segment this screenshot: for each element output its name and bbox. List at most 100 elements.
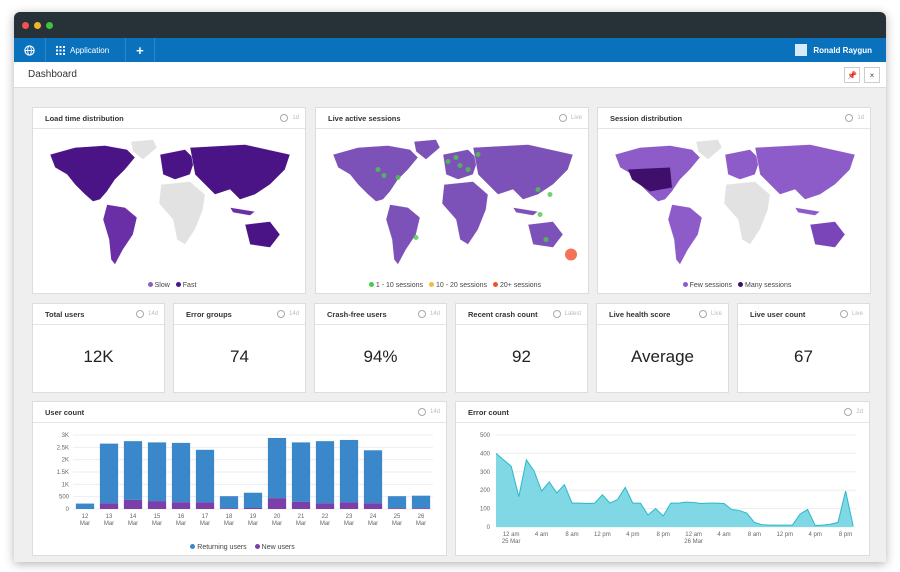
bar-new-users[interactable] bbox=[291, 501, 311, 509]
app-window: Application + Ronald Raygun Dashboard 📌 … bbox=[14, 12, 886, 562]
region-indonesia[interactable] bbox=[229, 207, 256, 216]
bar-new-users[interactable] bbox=[99, 503, 119, 509]
bar-new-users[interactable] bbox=[171, 502, 191, 509]
bar-returning-users[interactable] bbox=[363, 450, 383, 504]
bar-returning-users[interactable] bbox=[291, 442, 311, 502]
x-tick-label: Mar bbox=[80, 521, 90, 527]
time-range-badge: 2d bbox=[844, 408, 863, 416]
x-tick-label: 12 am bbox=[685, 532, 702, 538]
region-asia[interactable] bbox=[754, 144, 856, 200]
time-range-badge: 1d bbox=[845, 114, 864, 122]
region-africa[interactable] bbox=[723, 181, 771, 245]
region-europe[interactable] bbox=[159, 149, 196, 180]
region-south-america[interactable] bbox=[102, 204, 138, 265]
region-greenland[interactable] bbox=[130, 139, 158, 160]
bar-new-users[interactable] bbox=[267, 498, 287, 509]
bar-returning-users[interactable] bbox=[315, 441, 335, 504]
user-name: Ronald Raygun bbox=[813, 45, 872, 55]
bar-returning-users[interactable] bbox=[195, 449, 215, 503]
region-south-america[interactable] bbox=[667, 204, 703, 265]
bar-new-users[interactable] bbox=[411, 508, 431, 509]
card-title: Crash-free users bbox=[327, 309, 387, 319]
close-window-button[interactable] bbox=[22, 22, 29, 29]
region-africa[interactable] bbox=[441, 181, 489, 245]
clock-icon bbox=[417, 310, 426, 318]
region-north-america[interactable] bbox=[49, 145, 136, 202]
card-title: Recent crash count bbox=[468, 309, 538, 319]
x-tick-label: Mar bbox=[296, 521, 306, 527]
region-usa[interactable] bbox=[628, 167, 672, 192]
close-button[interactable]: × bbox=[864, 67, 880, 83]
stat-value: 12K bbox=[83, 347, 114, 366]
time-range-badge: Live bbox=[839, 310, 863, 318]
x-tick-label: Mar bbox=[248, 521, 258, 527]
bar-new-users[interactable] bbox=[219, 508, 239, 509]
bar-new-users[interactable] bbox=[339, 502, 359, 509]
y-tick-label: 0 bbox=[66, 507, 70, 513]
x-tick-label: 12 pm bbox=[594, 532, 611, 538]
region-greenland[interactable] bbox=[413, 139, 441, 160]
y-tick-label: 0 bbox=[487, 525, 491, 531]
x-tick-label: 21 bbox=[298, 514, 305, 520]
add-button[interactable]: + bbox=[126, 38, 155, 62]
bar-returning-users[interactable] bbox=[147, 442, 167, 502]
bar-new-users[interactable] bbox=[147, 501, 167, 509]
legend-item: Fast bbox=[182, 282, 197, 289]
maximize-window-button[interactable] bbox=[46, 22, 53, 29]
region-indonesia[interactable] bbox=[794, 207, 821, 216]
clock-icon bbox=[839, 310, 848, 318]
bar-returning-users[interactable] bbox=[339, 439, 359, 503]
region-north-america[interactable] bbox=[332, 145, 419, 202]
card-title: User count bbox=[45, 407, 85, 417]
region-australia[interactable] bbox=[809, 221, 846, 248]
world-map[interactable] bbox=[328, 137, 578, 272]
x-tick-label: 25 Mar bbox=[502, 539, 521, 545]
bar-returning-users[interactable] bbox=[171, 442, 191, 503]
region-greenland[interactable] bbox=[695, 139, 723, 160]
stat-card: Live health score Live Average bbox=[596, 303, 729, 393]
world-map[interactable] bbox=[45, 137, 295, 272]
legend-item: Many sessions bbox=[745, 282, 792, 289]
bar-returning-users[interactable] bbox=[411, 495, 431, 509]
minimize-window-button[interactable] bbox=[34, 22, 41, 29]
region-indonesia[interactable] bbox=[512, 207, 539, 216]
stat-value: 94% bbox=[363, 347, 398, 366]
clock-icon bbox=[135, 310, 144, 318]
application-menu[interactable]: Application bbox=[46, 38, 127, 62]
region-south-america[interactable] bbox=[385, 204, 421, 265]
bar-returning-users[interactable] bbox=[99, 443, 119, 504]
region-asia[interactable] bbox=[189, 144, 291, 200]
bar-new-users[interactable] bbox=[243, 508, 263, 509]
bar-returning-users[interactable] bbox=[219, 496, 239, 509]
x-tick-label: Mar bbox=[392, 521, 402, 527]
bar-returning-users[interactable] bbox=[243, 492, 263, 509]
globe-button[interactable] bbox=[14, 38, 46, 62]
x-tick-label: Mar bbox=[176, 521, 186, 527]
region-australia[interactable] bbox=[527, 221, 564, 248]
region-europe[interactable] bbox=[724, 149, 761, 180]
bar-returning-users[interactable] bbox=[75, 503, 95, 509]
bar-returning-users[interactable] bbox=[123, 441, 143, 500]
pin-button[interactable]: 📌 bbox=[844, 67, 860, 83]
bar-new-users[interactable] bbox=[387, 508, 407, 509]
world-map[interactable] bbox=[610, 137, 860, 272]
y-tick-label: 500 bbox=[59, 495, 70, 501]
y-tick-label: 100 bbox=[480, 507, 491, 513]
region-africa[interactable] bbox=[158, 181, 206, 245]
bar-new-users[interactable] bbox=[123, 499, 143, 509]
region-australia[interactable] bbox=[244, 221, 281, 248]
bar-new-users[interactable] bbox=[315, 503, 335, 509]
bar-returning-users[interactable] bbox=[387, 496, 407, 509]
error-line[interactable] bbox=[495, 453, 854, 527]
x-tick-label: Mar bbox=[416, 521, 426, 527]
grid-icon bbox=[56, 45, 65, 55]
x-tick-label: Mar bbox=[224, 521, 234, 527]
bar-new-users[interactable] bbox=[363, 503, 383, 509]
session-dot bbox=[537, 212, 543, 217]
clock-icon bbox=[844, 408, 853, 416]
y-tick-label: 2K bbox=[62, 458, 69, 464]
region-asia[interactable] bbox=[472, 144, 574, 200]
user-menu[interactable]: Ronald Raygun bbox=[795, 38, 872, 62]
bar-returning-users[interactable] bbox=[267, 437, 287, 499]
bar-new-users[interactable] bbox=[195, 502, 215, 509]
